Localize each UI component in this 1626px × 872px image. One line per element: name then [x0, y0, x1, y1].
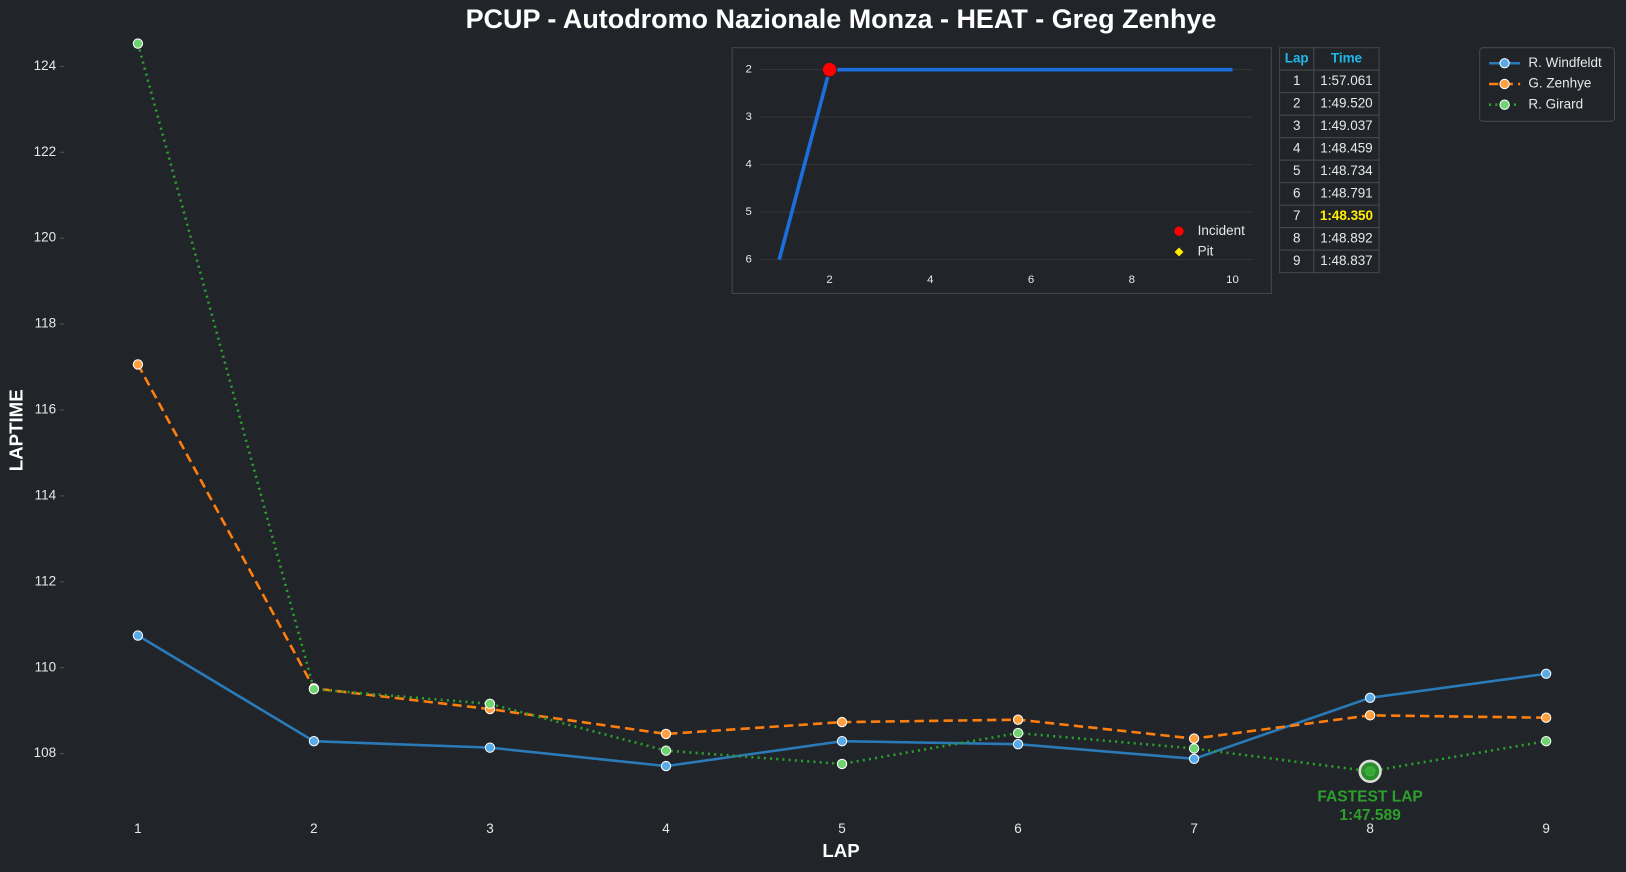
inset-line	[777, 67, 1233, 261]
inset-y-tick-label: 5	[745, 206, 751, 218]
inset-event-marker	[821, 61, 838, 78]
table-cell-text: 1:48.837	[1320, 253, 1372, 268]
y-tick-label: 108	[34, 745, 56, 760]
legend-marker	[1499, 58, 1510, 69]
x-axis-title: LAP	[822, 840, 859, 861]
inset-legend-label: Pit	[1198, 244, 1214, 259]
y-tick-label: 112	[35, 573, 56, 588]
x-tick-label: 6	[1014, 821, 1022, 836]
inset-legend-marker	[1173, 225, 1185, 237]
inset-x-tick-label: 2	[826, 274, 832, 286]
series-line	[136, 43, 1547, 773]
table-cell-text: 9	[1293, 253, 1301, 268]
inset-y-tick-label: 2	[745, 64, 751, 76]
data-point	[660, 760, 672, 772]
table-cell-text: 1:57.061	[1320, 73, 1372, 88]
table-cell-text: 1:48.892	[1320, 231, 1372, 246]
table-cell-text: 1	[1293, 73, 1301, 88]
data-point	[308, 684, 320, 695]
data-point	[308, 736, 320, 747]
x-tick-label: 5	[838, 821, 846, 836]
table-cell-text: 1:48.791	[1320, 186, 1372, 201]
x-tick-label: 9	[1542, 821, 1550, 836]
y-tick-label: 110	[35, 659, 56, 674]
table-cell-text: 1:49.037	[1320, 118, 1372, 133]
data-point	[1012, 727, 1024, 739]
y-tick-label: 122	[34, 144, 56, 159]
table-cell-text: 8	[1293, 231, 1301, 246]
data-point	[1364, 692, 1376, 703]
legend-label: R. Girard	[1528, 96, 1583, 111]
data-point	[1188, 733, 1200, 744]
chart-title: PCUP - Autodromo Nazionale Monza - HEAT …	[466, 4, 1217, 34]
data-point	[836, 758, 848, 770]
x-tick-label: 8	[1366, 821, 1374, 836]
legend-marker	[1499, 99, 1510, 110]
table-cell	[1313, 249, 1380, 274]
legend-label: R. Windfeldt	[1528, 55, 1602, 70]
data-point	[1540, 668, 1552, 679]
y-tick-label: 116	[35, 402, 56, 417]
data-point	[1540, 736, 1552, 747]
inset-x-tick-label: 4	[927, 274, 933, 286]
table-cell-text: 5	[1293, 163, 1301, 178]
y-axis-title: LAPTIME	[6, 389, 27, 471]
table-cell-text: 7	[1293, 208, 1301, 223]
table-cell-text: 1:48.734	[1320, 163, 1373, 178]
table-cell-text: 1:49.520	[1320, 96, 1372, 111]
data-point	[132, 359, 144, 370]
data-point	[1188, 743, 1200, 754]
table-cell-text: 6	[1293, 186, 1301, 201]
table-cell-text: 1:48.350	[1320, 208, 1373, 223]
inset-x-tick-label: 10	[1226, 274, 1239, 286]
data-point	[1012, 714, 1024, 725]
data-point	[1012, 739, 1024, 750]
inset-y-tick-label: 6	[745, 254, 751, 266]
inset-y-tick-label: 4	[745, 159, 751, 171]
y-tick-label: 124	[34, 58, 57, 73]
data-point	[1540, 712, 1552, 723]
inset-legend-marker	[1173, 246, 1185, 258]
table-cell-text: 2	[1293, 96, 1301, 111]
inset-y-tick-label: 3	[745, 111, 751, 123]
data-point	[132, 630, 144, 641]
data-point	[484, 742, 496, 753]
data-point	[1364, 710, 1376, 721]
data-point	[836, 736, 848, 747]
inset-frame	[731, 47, 1272, 294]
annotation-text: 1:47.589	[1339, 807, 1401, 824]
inset-x-tick-label: 8	[1129, 274, 1135, 286]
legend-label: G. Zenhye	[1528, 76, 1591, 91]
y-tick-label: 114	[35, 487, 57, 502]
inset-legend-label: Incident	[1198, 223, 1245, 238]
data-point	[1188, 753, 1200, 764]
data-point	[660, 745, 672, 756]
table-cell-text: 1:48.459	[1320, 141, 1372, 156]
data-point	[660, 728, 672, 740]
legend-marker	[1499, 78, 1510, 90]
fastest-lap-marker	[1358, 759, 1382, 783]
y-tick-label: 120	[34, 230, 56, 245]
x-tick-label: 1	[134, 821, 142, 836]
table-cell-text: 4	[1293, 141, 1301, 156]
inset-x-tick-label: 6	[1028, 274, 1034, 286]
data-point	[132, 38, 144, 49]
data-point	[484, 698, 496, 710]
x-tick-label: 3	[486, 821, 494, 836]
data-point	[836, 716, 848, 728]
table-header: Lap	[1285, 51, 1309, 66]
legend-frame	[1479, 47, 1616, 122]
table-header: Time	[1331, 51, 1363, 66]
x-tick-label: 7	[1190, 821, 1198, 836]
annotation-text: FASTEST LAP	[1317, 788, 1422, 805]
x-tick-label: 2	[310, 821, 318, 836]
y-tick-label: 118	[35, 316, 56, 331]
x-tick-label: 4	[662, 821, 670, 836]
table-cell-text: 3	[1293, 118, 1301, 133]
